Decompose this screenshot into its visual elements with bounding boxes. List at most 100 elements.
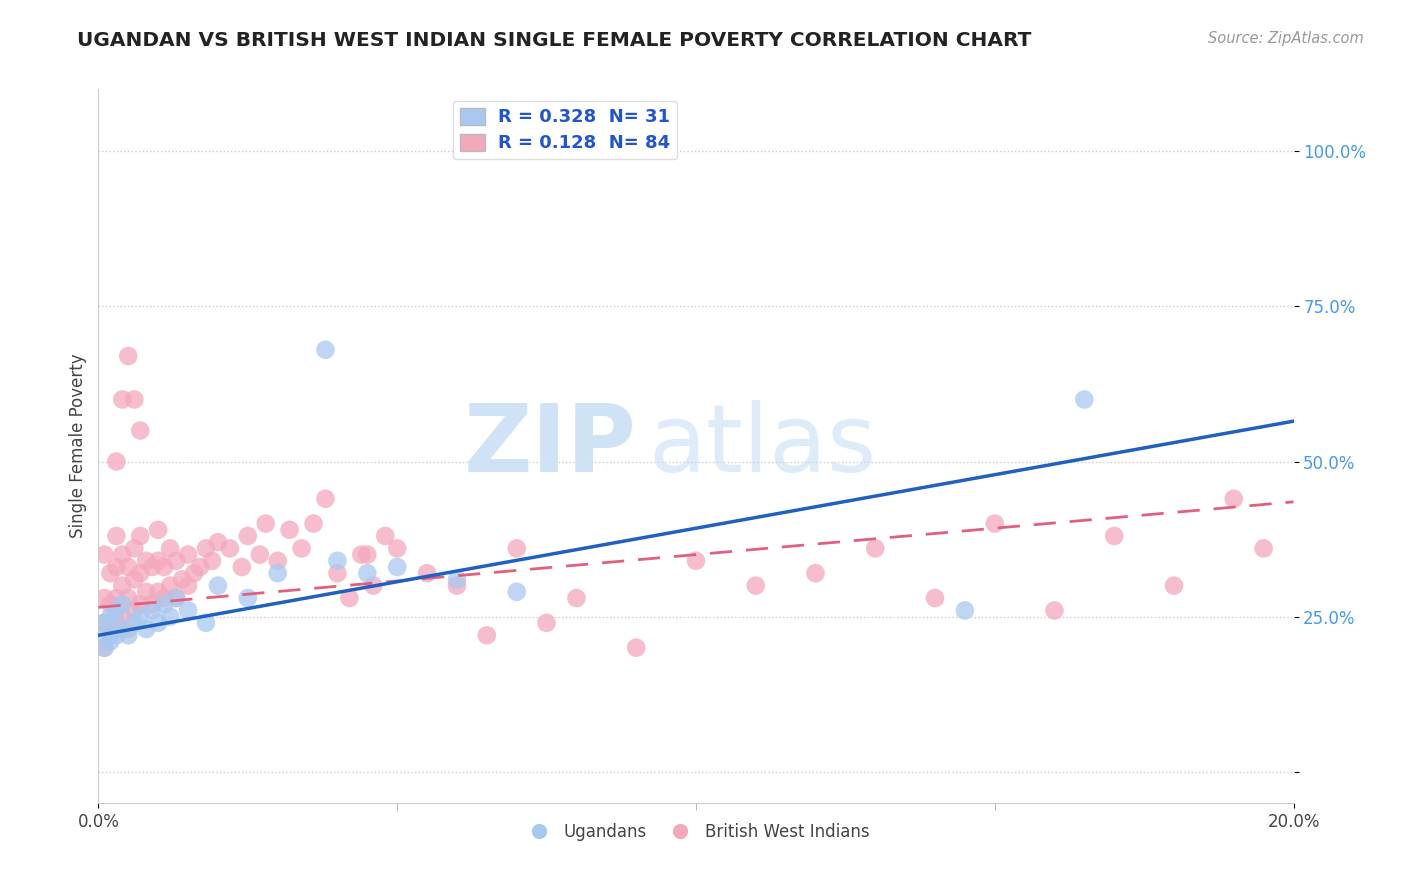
Point	[148, 523, 170, 537]
Point	[93, 640, 115, 655]
Point	[1223, 491, 1246, 506]
Point	[98, 634, 122, 648]
Point	[356, 548, 378, 562]
Point	[984, 516, 1007, 531]
Point	[141, 560, 163, 574]
Point	[195, 615, 218, 630]
Point	[93, 628, 115, 642]
Point	[129, 609, 152, 624]
Point	[93, 548, 115, 562]
Point	[105, 591, 128, 605]
Point	[1073, 392, 1095, 407]
Text: atlas: atlas	[648, 400, 876, 492]
Text: Source: ZipAtlas.com: Source: ZipAtlas.com	[1208, 31, 1364, 46]
Point	[177, 548, 200, 562]
Point	[98, 628, 122, 642]
Point	[302, 516, 325, 531]
Point	[924, 591, 946, 605]
Point	[267, 566, 290, 581]
Point	[363, 579, 385, 593]
Point	[111, 392, 134, 407]
Point	[98, 566, 122, 581]
Point	[356, 566, 378, 581]
Point	[148, 554, 170, 568]
Point	[105, 454, 128, 468]
Point	[159, 579, 181, 593]
Point	[117, 591, 139, 605]
Point	[159, 541, 181, 556]
Point	[111, 579, 134, 593]
Point	[865, 541, 887, 556]
Point	[1253, 541, 1275, 556]
Point	[111, 609, 134, 624]
Point	[93, 615, 115, 630]
Point	[124, 392, 146, 407]
Point	[278, 523, 301, 537]
Point	[315, 343, 337, 357]
Point	[183, 566, 205, 581]
Point	[385, 560, 409, 574]
Point	[111, 597, 134, 611]
Point	[117, 349, 139, 363]
Point	[626, 640, 648, 655]
Point	[207, 535, 229, 549]
Point	[148, 615, 170, 630]
Point	[350, 548, 373, 562]
Point	[98, 597, 122, 611]
Point	[177, 603, 200, 617]
Point	[129, 597, 152, 611]
Point	[129, 424, 152, 438]
Point	[105, 529, 128, 543]
Point	[153, 560, 176, 574]
Point	[201, 554, 224, 568]
Point	[105, 560, 128, 574]
Point	[236, 591, 259, 605]
Point	[172, 573, 194, 587]
Point	[339, 591, 361, 605]
Point	[141, 597, 163, 611]
Point	[105, 615, 128, 630]
Point	[236, 529, 259, 543]
Point	[219, 541, 242, 556]
Point	[117, 560, 139, 574]
Point	[165, 591, 187, 605]
Point	[745, 579, 768, 593]
Point	[249, 548, 271, 562]
Point	[93, 615, 115, 630]
Point	[98, 609, 122, 624]
Point	[231, 560, 253, 574]
Point	[105, 628, 128, 642]
Point	[153, 591, 176, 605]
Text: UGANDAN VS BRITISH WEST INDIAN SINGLE FEMALE POVERTY CORRELATION CHART: UGANDAN VS BRITISH WEST INDIAN SINGLE FE…	[77, 31, 1032, 50]
Point	[135, 622, 157, 636]
Point	[124, 603, 146, 617]
Point	[804, 566, 827, 581]
Point	[153, 597, 176, 611]
Point	[148, 584, 170, 599]
Point	[111, 548, 134, 562]
Point	[685, 554, 707, 568]
Point	[111, 622, 134, 636]
Point	[124, 615, 146, 630]
Point	[159, 609, 181, 624]
Point	[953, 603, 976, 617]
Point	[195, 541, 218, 556]
Point	[141, 603, 163, 617]
Point	[291, 541, 314, 556]
Point	[135, 584, 157, 599]
Y-axis label: Single Female Poverty: Single Female Poverty	[69, 354, 87, 538]
Point	[385, 541, 409, 556]
Point	[326, 554, 349, 568]
Point	[475, 628, 498, 642]
Point	[129, 529, 152, 543]
Point	[1043, 603, 1066, 617]
Point	[536, 615, 558, 630]
Point	[315, 491, 337, 506]
Point	[177, 579, 200, 593]
Point	[416, 566, 439, 581]
Text: ZIP: ZIP	[464, 400, 637, 492]
Point	[135, 554, 157, 568]
Point	[124, 541, 146, 556]
Point	[105, 603, 128, 617]
Point	[93, 640, 115, 655]
